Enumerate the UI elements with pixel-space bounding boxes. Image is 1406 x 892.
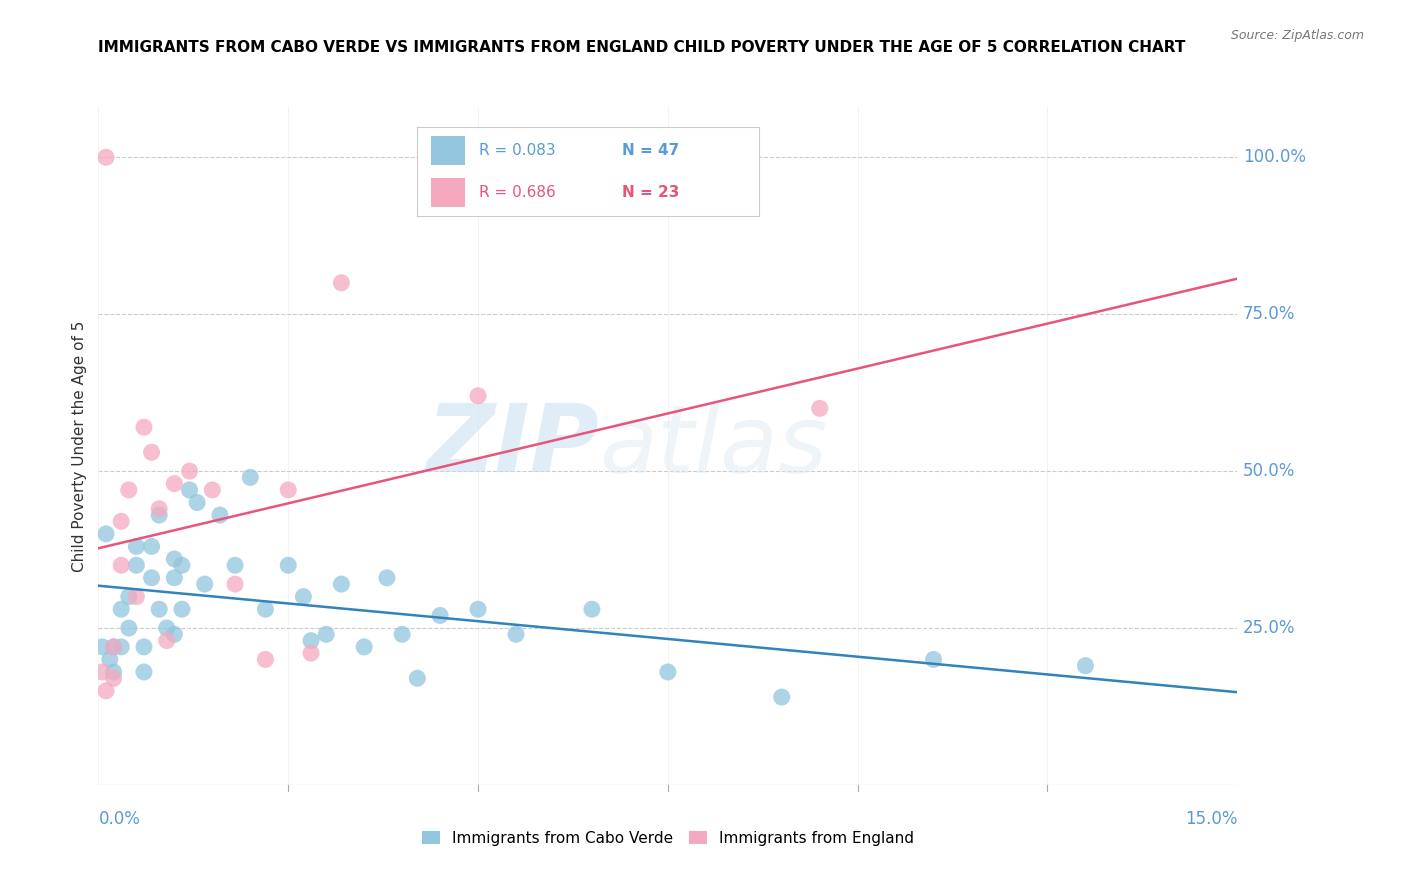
Point [194, 577, 217, 591]
Point [110, 640, 132, 654]
Point [98, 652, 121, 666]
Point [141, 571, 163, 585]
Point [429, 608, 451, 623]
Point [277, 483, 299, 497]
Point [254, 652, 277, 666]
Text: Source: ZipAtlas.com: Source: ZipAtlas.com [1230, 29, 1364, 42]
Point [292, 590, 315, 604]
Text: 0.0%: 0.0% [98, 810, 141, 828]
Point [170, 602, 193, 616]
Point [254, 602, 277, 616]
Point [110, 558, 132, 573]
Point [125, 558, 148, 573]
Point [110, 514, 132, 528]
Point [118, 483, 141, 497]
Point [103, 665, 125, 679]
Text: 100.0%: 100.0% [1243, 148, 1306, 166]
Point [224, 558, 246, 573]
Point [170, 558, 193, 573]
Point [179, 464, 201, 478]
Point [657, 665, 679, 679]
Text: ZIP: ZIP [426, 400, 599, 492]
Point [148, 501, 170, 516]
Point [163, 552, 186, 566]
Text: atlas: atlas [599, 401, 828, 491]
Point [330, 276, 353, 290]
Point [94, 527, 117, 541]
Point [132, 420, 155, 434]
Text: 25.0%: 25.0% [1243, 619, 1295, 637]
Point [91, 640, 114, 654]
Point [581, 602, 603, 616]
Text: 15.0%: 15.0% [1185, 810, 1237, 828]
Point [125, 540, 148, 554]
Point [208, 508, 231, 522]
Point [330, 577, 353, 591]
Point [239, 470, 262, 484]
Point [922, 652, 945, 666]
Point [141, 540, 163, 554]
Point [179, 483, 201, 497]
Point [132, 640, 155, 654]
Point [91, 665, 114, 679]
Point [186, 495, 208, 509]
Text: IMMIGRANTS FROM CABO VERDE VS IMMIGRANTS FROM ENGLAND CHILD POVERTY UNDER THE AG: IMMIGRANTS FROM CABO VERDE VS IMMIGRANTS… [98, 40, 1185, 55]
Point [299, 646, 322, 660]
Y-axis label: Child Poverty Under the Age of 5: Child Poverty Under the Age of 5 [72, 320, 87, 572]
Point [406, 671, 429, 685]
Legend: Immigrants from Cabo Verde, Immigrants from England: Immigrants from Cabo Verde, Immigrants f… [416, 825, 920, 852]
Point [103, 671, 125, 685]
Point [224, 577, 246, 591]
Point [163, 476, 186, 491]
Point [163, 627, 186, 641]
Point [94, 683, 117, 698]
Point [118, 590, 141, 604]
Point [1074, 658, 1097, 673]
Point [163, 571, 186, 585]
Point [148, 508, 170, 522]
Point [375, 571, 398, 585]
Point [103, 640, 125, 654]
Point [103, 640, 125, 654]
Point [125, 590, 148, 604]
Point [132, 665, 155, 679]
Point [391, 627, 413, 641]
Point [808, 401, 831, 416]
Point [505, 627, 527, 641]
Point [148, 602, 170, 616]
Point [94, 150, 117, 164]
Point [141, 445, 163, 459]
Point [467, 389, 489, 403]
Point [156, 621, 179, 635]
Point [467, 602, 489, 616]
Point [315, 627, 337, 641]
Point [118, 621, 141, 635]
Point [156, 633, 179, 648]
Text: 75.0%: 75.0% [1243, 305, 1295, 323]
Point [277, 558, 299, 573]
Point [110, 602, 132, 616]
Point [201, 483, 224, 497]
Text: 50.0%: 50.0% [1243, 462, 1295, 480]
Point [770, 690, 793, 704]
Point [299, 633, 322, 648]
Point [353, 640, 375, 654]
